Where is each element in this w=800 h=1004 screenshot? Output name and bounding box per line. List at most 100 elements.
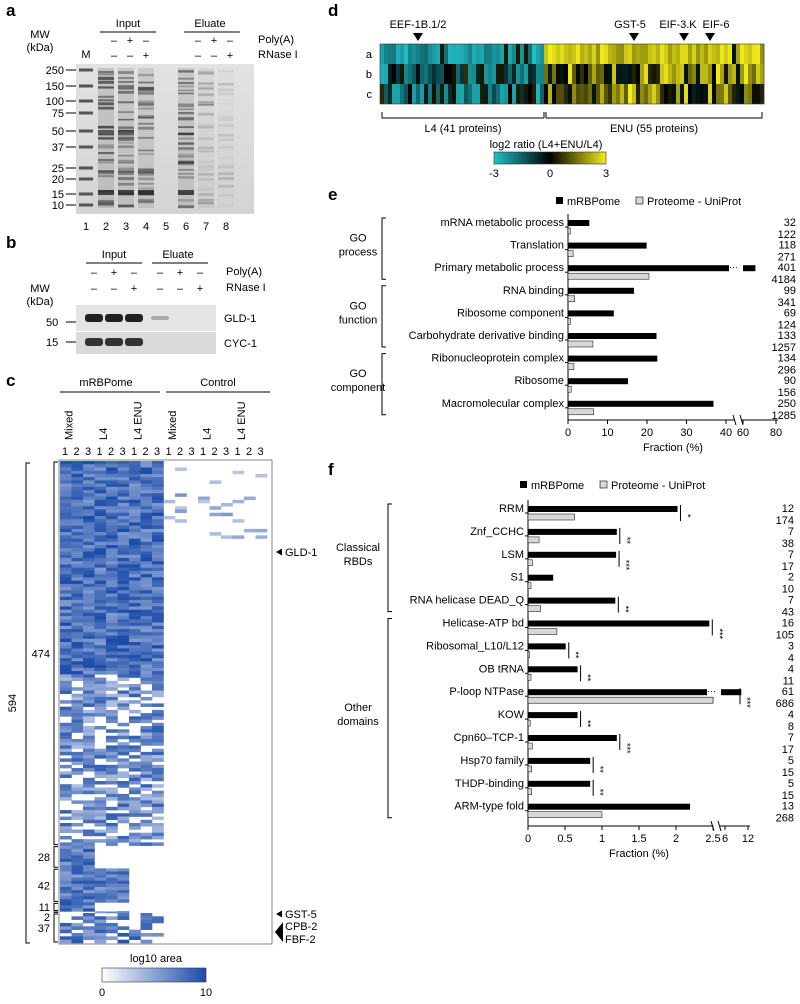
legend-mrbpome-swatch [520,481,527,488]
c-heatmap-cell [83,877,95,882]
d-heatmap-cell [640,64,645,84]
c-heatmap-cell [106,564,118,568]
c-heatmap-cell [117,813,130,817]
c-heatmap-cell [117,886,130,891]
d-heatmap-cell [744,64,749,84]
c-heatmap-cell [83,858,95,863]
c-heatmap-cell [152,729,164,733]
d-heatmap-cell [392,44,397,64]
lane-band [118,172,134,175]
d-heatmap-cell [588,44,593,64]
c-heatmap-cell [140,464,153,468]
bar-mrbpome [528,735,617,741]
d-heatmap-cell [512,84,517,104]
d-heatmap-cell [688,84,693,104]
c-heatmap-cell [94,871,107,875]
c-heatmap-cell [117,470,130,475]
c-heatmap-cell [60,883,72,888]
d-heatmap-cell [528,64,533,84]
c-heatmap-cell [152,800,164,804]
c-replicate-label: 2 [108,446,114,458]
d-heatmap-cell [424,84,429,104]
c-heatmap-cell [140,470,153,475]
c-heatmap-cell [83,690,95,695]
c-heatmap-cell [140,651,153,656]
c-heatmap-cell [117,629,130,633]
d-heatmap-cell [692,44,697,64]
c-heatmap-cell [94,936,107,940]
d-heatmap-cell [484,64,489,84]
legend-mrbpome-label: mRBPome [567,196,620,208]
cyc1-band [125,338,143,346]
d-heatmap-cell [492,64,497,84]
c-heatmap-cell [83,693,95,698]
bar-mrbpome [568,287,634,294]
lane-band [98,152,114,155]
d-heatmap-cell [532,84,537,104]
bar-proteome [567,385,572,393]
c-heatmap-cell [71,522,84,526]
count-mrbpome: 3 [788,640,794,652]
c-heatmap-cell [152,674,164,678]
c-heatmap-cell [83,609,95,614]
c-heatmap-cell [71,499,84,504]
c-heatmap-cell [106,574,118,578]
c-heatmap-cell [106,619,118,623]
c-heatmap-cell [94,929,107,934]
c-heatmap-cell [129,768,141,772]
d-heatmap [380,44,765,104]
lane-band [218,133,234,137]
d-heatmap-cell [568,84,573,104]
count-proteome: 268 [776,813,794,825]
c-scale-min: 0 [99,987,105,999]
lane-band [178,147,194,151]
c-arrow-label: GLD-1 [285,547,317,559]
d-heatmap-cell [408,64,413,84]
c-heatmap-cell [255,535,268,539]
d-heatmap-cell [396,64,401,84]
c-heatmap-cell [94,922,107,927]
c-heatmap-cell [106,936,118,940]
c-heatmap-cell [83,548,95,552]
c-heatmap-cell [60,874,72,878]
c-heatmap-cell [117,706,130,711]
c-heatmap-cell [83,545,95,549]
c-heatmap-cell [94,538,107,543]
d-heatmap-cell [476,84,481,104]
c-heatmap-cell [94,499,107,504]
c-heatmap-cell [71,800,84,804]
c-heatmap-cell [83,677,95,682]
c-heatmap-cell [129,587,141,591]
c-replicate-label: 1 [96,446,102,458]
significance-stars: ** [620,606,630,614]
lane-band [98,95,114,98]
c-heatmap-cell [83,499,95,504]
c-heatmap-cell [152,790,164,795]
c-heatmap-cell [152,464,164,468]
c-heatmap-cell [117,877,130,882]
c-heatmap-cell [106,599,118,604]
c-heatmap-cell [71,651,84,656]
c-heatmap-cell [94,806,107,811]
d-heatmap-cell [452,64,457,84]
x-tick-label: 12 [742,833,754,845]
c-heatmap-cell [94,519,107,523]
c-heatmap-cell [106,464,118,468]
c-heatmap-cell [152,512,164,517]
c-heatmap-cell [83,603,95,607]
legend-proteome-swatch [635,196,644,205]
c-heatmap-cell [106,503,118,507]
c-heatmap-cell [129,470,141,475]
c-heatmap-cell [71,590,84,594]
c-heatmap-cell [117,658,130,662]
lane-band [218,173,234,176]
c-heatmap-cell [60,687,72,691]
significance-stars: ** [622,537,632,545]
d-marker-label: EEF-1B.1/2 [390,19,447,31]
c-heatmap-cell [60,522,72,526]
c-heatmap-cell [117,583,130,588]
c-heatmap-cell [140,467,153,471]
c-heatmap-cell [129,709,141,714]
c-heatmap-cell [94,645,107,649]
c-heatmap-cell [83,732,95,737]
